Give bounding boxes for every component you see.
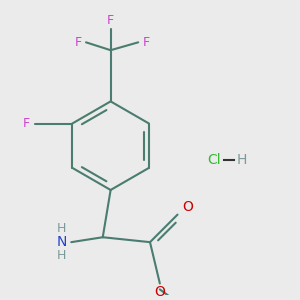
Text: O: O [182,200,193,214]
Text: N: N [56,235,67,249]
Text: F: F [107,14,114,27]
Text: F: F [22,117,30,130]
Text: H: H [237,154,247,167]
Text: F: F [75,36,82,49]
Text: F: F [142,36,150,49]
Text: H: H [57,249,66,262]
Text: H: H [57,222,66,235]
Text: O: O [154,285,165,299]
Text: Cl: Cl [207,154,221,167]
